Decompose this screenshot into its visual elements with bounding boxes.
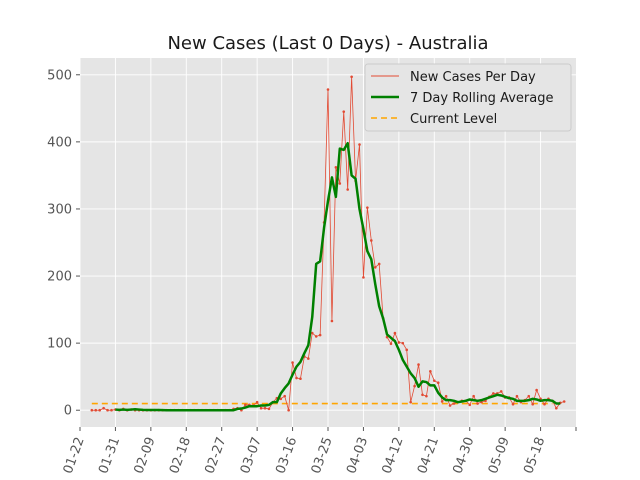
- new-cases-point: [397, 341, 401, 344]
- new-cases-point: [562, 400, 566, 403]
- new-cases-point: [287, 408, 290, 412]
- new-cases-point: [492, 392, 495, 395]
- y-tick-label: 300: [47, 202, 72, 217]
- new-cases-point: [362, 276, 365, 279]
- new-cases-point: [511, 402, 515, 406]
- y-tick-label: 0: [64, 404, 72, 419]
- new-cases-point: [106, 408, 109, 412]
- new-cases-point: [417, 363, 420, 366]
- new-cases-point: [393, 331, 397, 335]
- new-cases-point: [405, 348, 409, 352]
- new-cases-point: [409, 400, 412, 404]
- new-cases-point: [346, 188, 349, 191]
- new-cases-point: [531, 402, 534, 406]
- new-cases-point: [448, 404, 452, 407]
- new-cases-point: [444, 394, 448, 398]
- new-cases-point: [366, 206, 369, 209]
- new-cases-point: [299, 377, 302, 380]
- new-cases-point: [263, 406, 267, 410]
- y-tick-label: 400: [47, 135, 72, 150]
- legend-label-rolling-average: 7 Day Rolling Average: [410, 91, 553, 106]
- series-layer: [90, 75, 566, 412]
- y-axis: 0 100 200 300 400 500: [47, 68, 80, 419]
- new-cases-point: [358, 143, 361, 146]
- new-cases-point: [259, 406, 263, 410]
- new-cases-point: [436, 381, 440, 385]
- new-cases-point: [555, 406, 558, 410]
- y-tick-label: 500: [47, 68, 72, 83]
- new-cases-point: [334, 166, 338, 169]
- new-cases-point: [499, 390, 503, 393]
- new-cases-point: [535, 388, 538, 392]
- new-cases-point: [389, 342, 393, 346]
- new-cases-point: [244, 403, 247, 407]
- grid: [79, 58, 576, 427]
- new-cases-point: [314, 335, 318, 338]
- new-cases-point: [468, 403, 472, 407]
- new-cases-point: [373, 266, 377, 269]
- new-cases-point: [102, 406, 105, 410]
- legend-label-current-level: Current Level: [410, 112, 497, 127]
- new-cases-point: [295, 376, 298, 380]
- new-cases-point: [255, 400, 259, 404]
- new-cases-point: [452, 402, 456, 405]
- new-cases-point: [342, 110, 346, 113]
- new-cases-point: [94, 408, 98, 412]
- y-tick-label: 200: [47, 270, 72, 285]
- new-cases-point: [279, 397, 283, 401]
- new-cases-point: [413, 384, 416, 388]
- new-cases-point: [110, 408, 113, 412]
- new-cases-point: [338, 182, 342, 185]
- y-tick-label: 100: [47, 337, 72, 352]
- new-cases-point: [307, 357, 310, 360]
- new-cases-point: [440, 400, 444, 403]
- chart-title: New Cases (Last 0 Days) - Australia: [167, 33, 488, 54]
- new-cases-point: [515, 394, 519, 398]
- new-cases-point: [472, 394, 475, 398]
- series-rolling-average-line: [115, 141, 561, 412]
- new-cases-point: [310, 331, 314, 335]
- new-cases-point: [283, 394, 286, 398]
- new-cases-point: [330, 319, 334, 323]
- new-cases-point: [350, 75, 353, 79]
- new-cases-point: [543, 402, 546, 406]
- new-cases-point: [421, 393, 424, 397]
- new-cases-point: [377, 262, 381, 266]
- legend: New Cases Per Day 7 Day Rolling Average …: [364, 63, 572, 132]
- new-cases-point: [90, 408, 94, 412]
- new-cases-point: [267, 407, 271, 411]
- legend-box: [364, 63, 572, 132]
- new-cases-point: [291, 361, 294, 364]
- new-cases-point: [429, 370, 432, 373]
- new-cases-point: [401, 341, 405, 345]
- new-cases-point: [425, 394, 428, 398]
- new-cases-point: [326, 88, 330, 91]
- legend-label-new-cases: New Cases Per Day: [410, 70, 536, 85]
- new-cases-point: [98, 408, 101, 412]
- new-cases-point: [318, 333, 322, 337]
- new-cases-point: [432, 379, 436, 383]
- new-cases-point: [527, 394, 531, 398]
- new-cases-point: [476, 402, 479, 405]
- new-cases-point: [370, 239, 373, 242]
